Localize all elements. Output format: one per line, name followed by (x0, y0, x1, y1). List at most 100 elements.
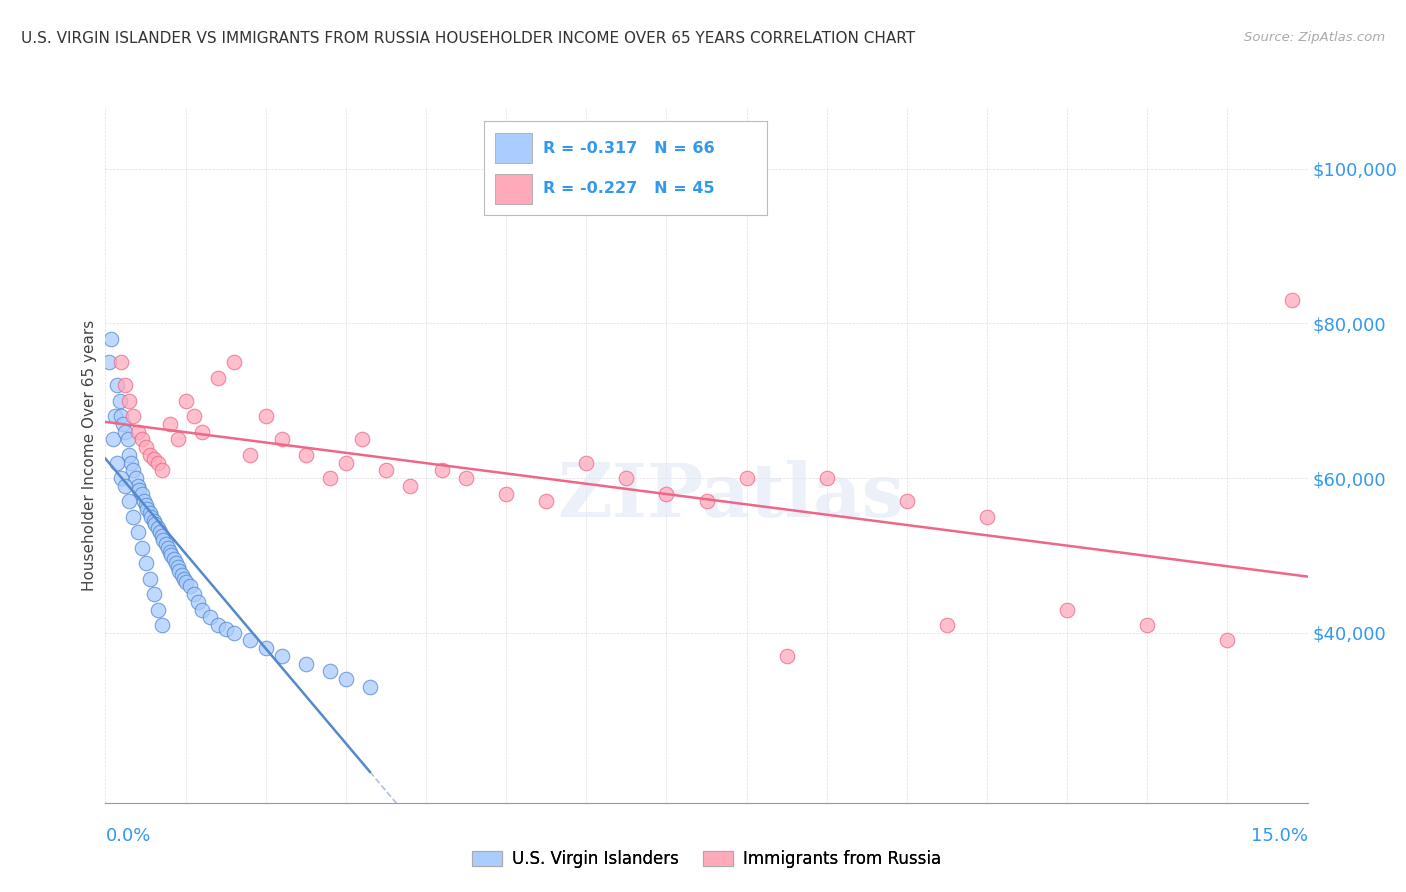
Point (98, 355, 121, 369)
Point (179, 579, 201, 593)
Point (165, 556, 187, 570)
Point (776, 648, 799, 663)
Point (374, 463, 396, 477)
Point (128, 483, 150, 497)
Point (135, 498, 157, 512)
Point (149, 525, 172, 540)
Point (120, 456, 142, 470)
Point (155, 537, 177, 551)
Point (118, 393, 141, 408)
Point (150, 463, 173, 477)
Point (138, 448, 160, 462)
Point (295, 448, 318, 462)
Point (135, 556, 157, 570)
Point (139, 509, 162, 524)
Point (295, 657, 318, 671)
Point (103, 433, 125, 447)
Point (142, 514, 165, 528)
Point (696, 494, 718, 508)
Point (142, 587, 165, 601)
Point (146, 521, 169, 535)
Point (575, 456, 598, 470)
Point (190, 425, 212, 439)
Point (127, 525, 149, 540)
Point (319, 471, 342, 485)
Point (122, 509, 145, 524)
Point (152, 533, 174, 547)
Point (110, 355, 132, 369)
Text: 15.0%: 15.0% (1250, 827, 1308, 845)
Point (936, 618, 959, 632)
Point (156, 541, 179, 555)
Point (150, 618, 173, 632)
Point (270, 648, 292, 663)
Point (159, 544, 181, 558)
Point (198, 610, 221, 624)
Point (143, 517, 166, 532)
Point (183, 587, 205, 601)
Point (131, 433, 153, 447)
Point (166, 433, 188, 447)
Point (100, 332, 122, 346)
Point (399, 479, 422, 493)
Point (110, 409, 132, 424)
Point (150, 529, 173, 543)
Point (146, 456, 169, 470)
Point (118, 448, 141, 462)
Point (655, 486, 678, 500)
Point (110, 471, 132, 485)
Point (160, 549, 183, 563)
Point (254, 409, 277, 424)
Point (146, 602, 169, 616)
Point (131, 486, 153, 500)
Point (138, 572, 160, 586)
Point (138, 506, 160, 520)
Text: U.S. VIRGIN ISLANDER VS IMMIGRANTS FROM RUSSIA HOUSEHOLDER INCOME OVER 65 YEARS : U.S. VIRGIN ISLANDER VS IMMIGRANTS FROM … (21, 31, 915, 46)
Point (173, 572, 195, 586)
Text: Source: ZipAtlas.com: Source: ZipAtlas.com (1244, 31, 1385, 45)
Point (162, 552, 184, 566)
Point (350, 433, 373, 447)
Point (207, 618, 229, 632)
Point (118, 494, 141, 508)
Point (430, 463, 453, 477)
Point (122, 463, 145, 477)
Y-axis label: Householder Income Over 65 years: Householder Income Over 65 years (82, 319, 97, 591)
Text: ZIPatlas: ZIPatlas (557, 460, 904, 533)
Point (896, 494, 918, 508)
Point (735, 471, 758, 485)
Point (117, 433, 139, 447)
Legend: U.S. Virgin Islanders, Immigrants from Russia: U.S. Virgin Islanders, Immigrants from R… (465, 843, 948, 874)
Point (174, 575, 197, 590)
Point (359, 680, 381, 694)
Point (254, 641, 277, 656)
Point (104, 409, 127, 424)
Text: 0.0%: 0.0% (105, 827, 150, 845)
Point (239, 448, 262, 462)
Point (131, 541, 153, 555)
Point (222, 625, 245, 640)
Point (456, 471, 478, 485)
Point (107, 456, 129, 470)
Point (112, 417, 135, 431)
Point (122, 409, 145, 424)
Point (114, 425, 136, 439)
Point (214, 622, 236, 636)
Point (166, 560, 188, 574)
Point (335, 456, 357, 470)
Point (1056, 602, 1078, 616)
Point (127, 479, 149, 493)
Point (170, 567, 193, 582)
Point (1281, 293, 1303, 308)
Point (159, 417, 181, 431)
Point (495, 486, 517, 500)
Point (114, 479, 136, 493)
Point (815, 471, 838, 485)
Point (335, 672, 357, 686)
Point (270, 433, 292, 447)
Point (1136, 618, 1159, 632)
Point (1216, 633, 1239, 648)
Point (127, 425, 149, 439)
Point (125, 471, 148, 485)
Point (107, 378, 129, 392)
